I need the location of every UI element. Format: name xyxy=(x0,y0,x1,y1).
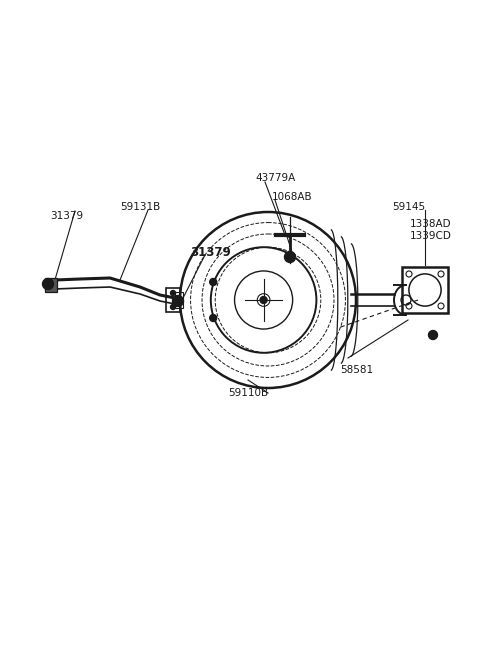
Bar xyxy=(175,292,183,308)
Circle shape xyxy=(210,279,216,286)
Circle shape xyxy=(172,296,183,307)
Text: 59131B: 59131B xyxy=(120,202,160,212)
Circle shape xyxy=(170,290,176,296)
Bar xyxy=(166,288,180,312)
Text: 58581: 58581 xyxy=(340,365,373,375)
Text: 31379: 31379 xyxy=(190,246,231,259)
Text: 59145: 59145 xyxy=(392,202,425,212)
Text: 59110B: 59110B xyxy=(228,388,268,398)
Text: 31379: 31379 xyxy=(50,211,83,221)
Bar xyxy=(402,267,448,313)
Text: 1068AB: 1068AB xyxy=(272,192,312,202)
Circle shape xyxy=(170,304,176,309)
Circle shape xyxy=(285,252,296,263)
Circle shape xyxy=(260,296,267,304)
Circle shape xyxy=(43,279,53,290)
Bar xyxy=(45,278,57,292)
Circle shape xyxy=(429,330,437,340)
Circle shape xyxy=(210,315,216,321)
Text: 1338AD: 1338AD xyxy=(410,219,452,229)
Text: 1339CD: 1339CD xyxy=(410,231,452,241)
Text: 43779A: 43779A xyxy=(255,173,295,183)
